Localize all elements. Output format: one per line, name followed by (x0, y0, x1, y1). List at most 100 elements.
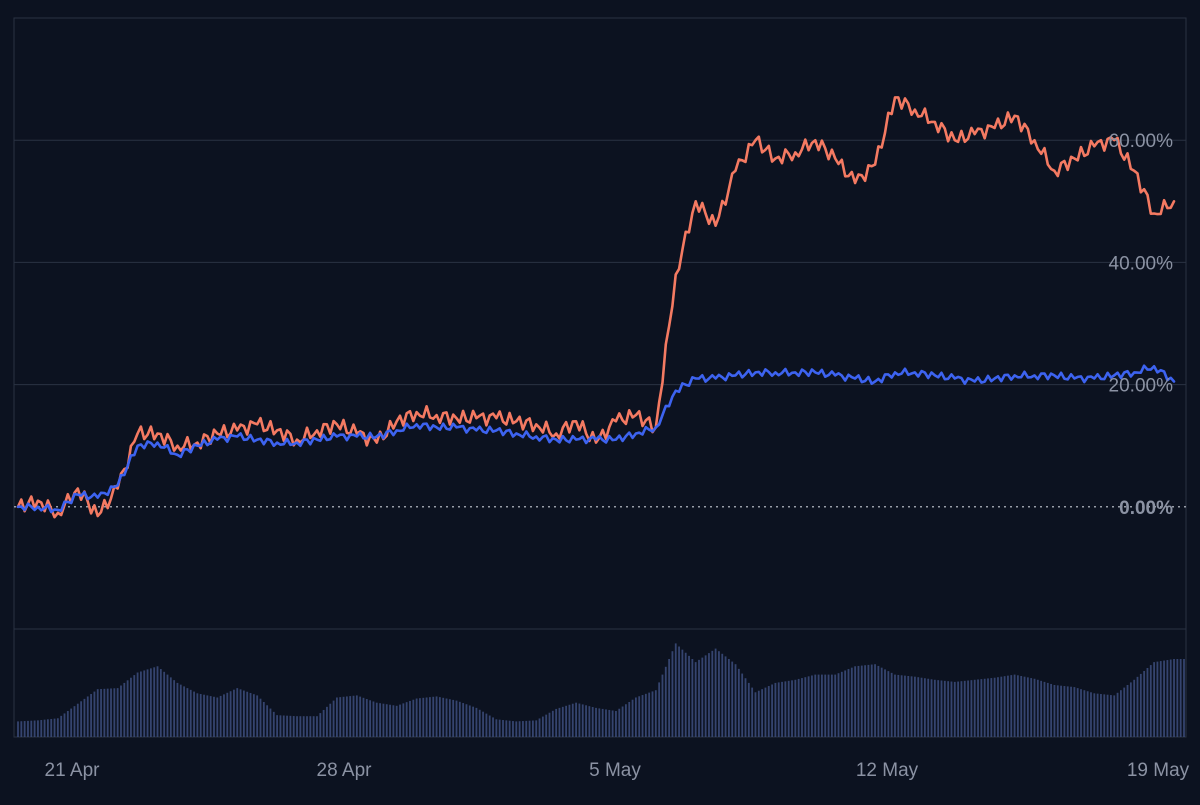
volume-bar (1013, 674, 1016, 737)
volume-bar (1090, 692, 1092, 737)
volume-bar (967, 680, 969, 737)
volume-bar (1086, 691, 1089, 737)
volume-bar (1000, 676, 1003, 737)
volume-bar (306, 716, 308, 737)
volume-bar (1033, 678, 1036, 737)
volume-bar (661, 674, 664, 737)
volume-bar (505, 720, 508, 737)
volume-bar (960, 681, 963, 737)
volume-bar (93, 691, 96, 737)
volume-bar (943, 680, 946, 737)
volume-bar (133, 675, 136, 737)
volume-bar (771, 684, 773, 737)
volume-bar (515, 721, 518, 737)
series-lines (16, 96, 1176, 519)
volume-bar (781, 681, 783, 737)
volume-bar (1050, 683, 1053, 737)
volume-bar (465, 704, 468, 737)
volume-bar (1026, 677, 1029, 737)
volume-bar (844, 670, 847, 737)
volume-bar (468, 705, 471, 737)
volume-bar (100, 688, 102, 737)
volume-bar (362, 697, 365, 737)
volume-bar (199, 694, 202, 737)
volume-bar (233, 689, 235, 737)
volume-bar (568, 704, 571, 737)
volume-bar (907, 675, 910, 737)
volume-bar (522, 721, 524, 737)
volume-bar (156, 666, 159, 737)
volume-bar (837, 673, 840, 737)
volume-bar (718, 651, 720, 737)
volume-bar (608, 709, 611, 737)
volume-bar (365, 699, 368, 737)
volume-bar (1159, 661, 1162, 737)
volume-bar (963, 680, 966, 737)
volume-bar (561, 706, 564, 737)
volume-bar (116, 688, 119, 737)
y-axis-labels: 0.00% 20.00% 40.00% 60.00% (1109, 131, 1174, 519)
volume-bar (110, 688, 112, 737)
volume-bar (1113, 695, 1116, 737)
volume-bar (993, 677, 996, 737)
volume-bar (857, 665, 860, 737)
volume-bar (664, 666, 667, 737)
volume-bar (369, 700, 372, 737)
volume-bar (126, 680, 129, 737)
volume-bar (894, 674, 896, 737)
volume-bar (106, 688, 109, 737)
volume-bar (332, 700, 335, 737)
volume-bar (1076, 688, 1079, 737)
volume-bar (33, 720, 36, 737)
volume-bar (1060, 685, 1062, 737)
volume-bar (149, 668, 152, 737)
volume-bar (252, 694, 255, 737)
volume-bar (345, 696, 348, 737)
volume-bar (385, 704, 388, 737)
y-tick-label: 0.00% (1119, 498, 1173, 519)
volume-bar (223, 694, 225, 737)
volume-bar (1036, 679, 1039, 737)
volume-bar (80, 701, 83, 737)
volume-bar (326, 706, 328, 737)
volume-bar (817, 674, 820, 737)
x-tick-label: 21 Apr (45, 760, 101, 781)
volume-bar (269, 708, 272, 737)
volume-bar (1017, 675, 1019, 737)
volume-bar (1143, 670, 1146, 737)
volume-bar (352, 695, 355, 737)
volume-bar (953, 681, 956, 737)
volume-bar (1116, 692, 1119, 737)
volume-bar (827, 674, 830, 737)
volume-bar (548, 712, 551, 737)
volume-bar (56, 718, 59, 737)
volume-bar (671, 651, 674, 737)
volume-bar (286, 715, 288, 737)
volume-bars (17, 643, 1185, 737)
volume-bar (296, 716, 298, 737)
volume-bar (1070, 686, 1072, 737)
volume-bar (1003, 676, 1006, 737)
volume-bar (1053, 685, 1056, 737)
volume-bar (980, 679, 983, 737)
volume-bar (96, 689, 99, 737)
volume-bar (355, 695, 358, 737)
volume-bar (598, 708, 601, 737)
volume-bar (372, 701, 375, 737)
volume-bar (761, 689, 764, 737)
volume-bar (854, 666, 857, 737)
volume-bar (1129, 682, 1132, 737)
volume-bar (146, 669, 149, 737)
volume-bar (163, 671, 166, 737)
volume-bar (767, 686, 770, 737)
volume-bar (262, 701, 265, 737)
volume-bar (644, 693, 647, 737)
volume-bar (455, 700, 458, 737)
volume-bar (246, 691, 249, 737)
volume-bar (884, 669, 886, 737)
volume-bar (409, 700, 411, 737)
volume-bar (402, 703, 405, 737)
volume-bar (615, 711, 617, 737)
volume-bar (203, 694, 205, 737)
